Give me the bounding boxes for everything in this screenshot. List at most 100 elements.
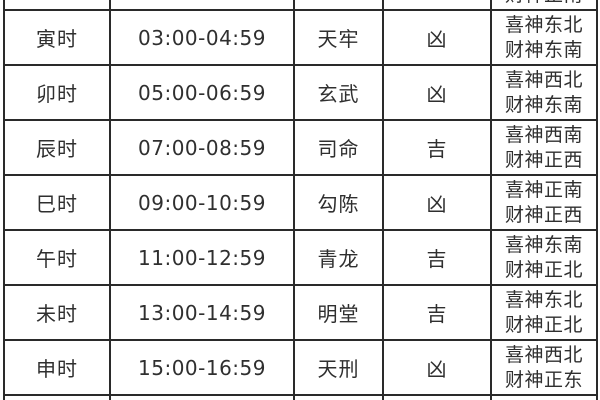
luck-label: 凶 [426, 357, 448, 381]
hour-name: 辰时 [36, 137, 78, 161]
table-row: 未时 13:00-14:59 明堂 吉 喜神东北 财神正北 [5, 284, 598, 339]
luck-label: 凶 [426, 82, 448, 106]
directions-cell: 喜神正南 财神正西 [492, 176, 598, 229]
directions-cell: 喜神东北 财神正北 [492, 286, 598, 339]
hour-name-cell: 寅时 [5, 11, 111, 64]
wealth-god-direction: 财神正东 [504, 368, 583, 391]
hour-name: 未时 [36, 302, 78, 326]
time-range-cell [111, 396, 295, 400]
duty-god-cell [295, 396, 384, 400]
time-range-cell: 05:00-06:59 [111, 66, 295, 119]
duty-god: 司命 [317, 137, 360, 161]
time-range-cell: 11:00-12:59 [111, 231, 295, 284]
time-range-cell: 15:00-16:59 [111, 341, 295, 394]
duty-god-cell: 玄武 [295, 66, 384, 119]
table-row: 财神正南 [5, 0, 598, 9]
hour-name: 卯时 [36, 82, 78, 106]
time-range-cell: 03:00-04:59 [111, 11, 295, 64]
wealth-god-direction: 财神东南 [504, 93, 583, 116]
almanac-table: 财神正南 寅时 03:00-04:59 天牢 凶 喜神东北 财神东南 卯时 05… [3, 0, 598, 400]
duty-god-cell: 青龙 [295, 231, 384, 284]
time-range-cell [111, 0, 295, 9]
table-row: 巳时 09:00-10:59 勾陈 凶 喜神正南 财神正西 [5, 174, 598, 229]
duty-god: 勾陈 [317, 192, 360, 216]
luck-cell [384, 0, 492, 9]
time-range-cell: 13:00-14:59 [111, 286, 295, 339]
hour-name: 寅时 [36, 27, 78, 51]
luck-label: 吉 [426, 247, 448, 271]
duty-god-cell: 天牢 [295, 11, 384, 64]
directions-cell: 喜神东南 财神正北 [492, 231, 598, 284]
hour-name-cell: 巳时 [5, 176, 111, 229]
wealth-god-direction: 财神正北 [504, 258, 583, 281]
hour-name-cell: 未时 [5, 286, 111, 339]
wealth-god-direction: 财神东南 [504, 38, 583, 61]
wealth-god-direction: 财神正南 [505, 0, 583, 8]
duty-god: 玄武 [317, 82, 360, 106]
joy-god-direction: 喜神东南 [504, 233, 583, 256]
hour-name-cell: 午时 [5, 231, 111, 284]
luck-cell: 凶 [384, 66, 492, 119]
directions-cell: 财神正南 [492, 0, 598, 9]
directions-cell: 喜神西北 财神正东 [492, 341, 598, 394]
time-range: 13:00-14:59 [138, 300, 266, 325]
luck-label: 吉 [426, 137, 448, 161]
duty-god: 天牢 [317, 27, 360, 51]
duty-god-cell [295, 0, 384, 9]
hour-name-cell: 卯时 [5, 66, 111, 119]
directions-cell: 喜神西北 财神东南 [492, 66, 598, 119]
joy-god-direction: 喜神正南 [504, 178, 583, 201]
time-range: 03:00-04:59 [138, 25, 266, 50]
time-range-cell: 09:00-10:59 [111, 176, 295, 229]
luck-cell: 吉 [384, 121, 492, 174]
table-row: 午时 11:00-12:59 青龙 吉 喜神东南 财神正北 [5, 229, 598, 284]
hour-name-cell: 申时 [5, 341, 111, 394]
duty-god-cell: 天刑 [295, 341, 384, 394]
hour-name: 巳时 [36, 192, 78, 216]
time-range-cell: 07:00-08:59 [111, 121, 295, 174]
duty-god: 青龙 [317, 247, 360, 271]
hour-name-cell [5, 0, 111, 9]
luck-cell: 吉 [384, 286, 492, 339]
joy-god-direction: 喜神东北 [504, 288, 583, 311]
duty-god: 天刑 [317, 357, 360, 381]
duty-god: 明堂 [317, 302, 360, 326]
table-row: 辰时 07:00-08:59 司命 吉 喜神西南 财神正西 [5, 119, 598, 174]
table-row: 寅时 03:00-04:59 天牢 凶 喜神东北 财神东南 [5, 9, 598, 64]
directions-cell: 喜神西南 [492, 396, 598, 400]
table-row: 申时 15:00-16:59 天刑 凶 喜神西北 财神正东 [5, 339, 598, 394]
wealth-god-direction: 财神正西 [504, 203, 583, 226]
duty-god-cell: 明堂 [295, 286, 384, 339]
luck-cell: 吉 [384, 231, 492, 284]
luck-cell [384, 396, 492, 400]
luck-label: 吉 [426, 302, 448, 326]
luck-cell: 凶 [384, 11, 492, 64]
luck-label: 凶 [426, 192, 448, 216]
directions-cell: 喜神东北 财神东南 [492, 11, 598, 64]
time-range: 11:00-12:59 [138, 245, 266, 270]
luck-cell: 凶 [384, 176, 492, 229]
hour-name-cell [5, 396, 111, 400]
time-range: 07:00-08:59 [138, 135, 266, 160]
hour-name: 申时 [36, 357, 78, 381]
hour-name-cell: 辰时 [5, 121, 111, 174]
wealth-god-direction: 财神正北 [504, 313, 583, 336]
duty-god-cell: 勾陈 [295, 176, 384, 229]
joy-god-direction: 喜神西北 [504, 343, 583, 366]
joy-god-direction: 喜神西北 [504, 68, 583, 91]
duty-god-cell: 司命 [295, 121, 384, 174]
table-row: 喜神西南 [5, 394, 598, 400]
luck-cell: 凶 [384, 341, 492, 394]
joy-god-direction: 喜神东北 [504, 13, 583, 36]
luck-label: 凶 [426, 27, 448, 51]
table-row: 卯时 05:00-06:59 玄武 凶 喜神西北 财神东南 [5, 64, 598, 119]
time-range: 09:00-10:59 [138, 190, 266, 215]
joy-god-direction: 喜神西南 [504, 123, 583, 146]
time-range: 15:00-16:59 [138, 355, 266, 380]
time-range: 05:00-06:59 [138, 80, 266, 105]
directions-cell: 喜神西南 财神正西 [492, 121, 598, 174]
joy-god-direction: 喜神西南 [505, 398, 583, 400]
wealth-god-direction: 财神正西 [504, 148, 583, 171]
hour-name: 午时 [36, 247, 78, 271]
